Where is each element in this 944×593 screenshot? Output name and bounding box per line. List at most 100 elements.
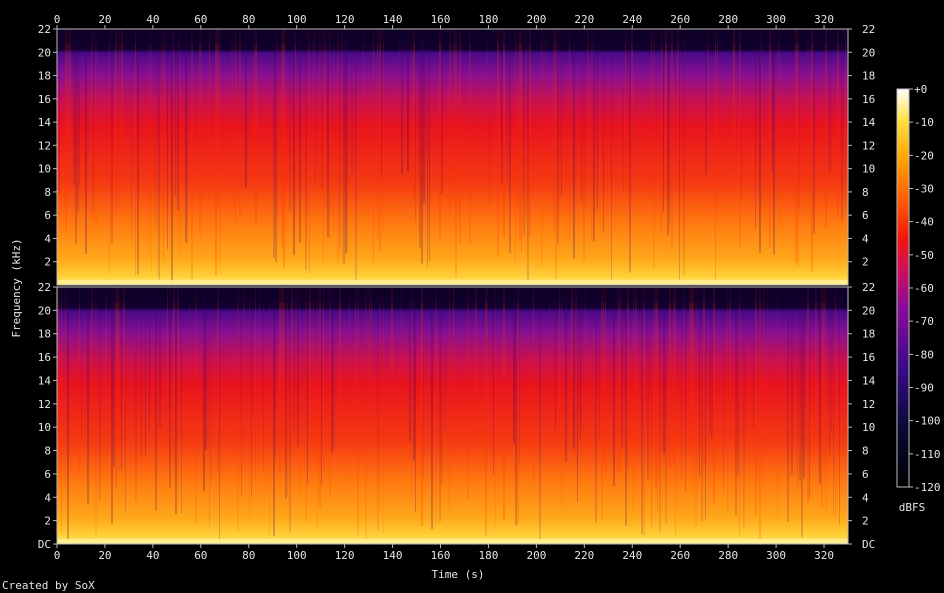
spectrogram-streak (619, 287, 621, 472)
spectrogram-streak (371, 287, 372, 432)
spectrogram-streak (735, 287, 737, 517)
spectrogram-streak (413, 287, 415, 461)
colorbar: +0 -10 -20 -30 -40 -50 -60 -70 -80 -90 -100 -110 -12… (896, 83, 941, 494)
spectrogram-streak (711, 287, 713, 439)
spectrogram-streak (435, 287, 437, 523)
colorbar-tick-label: -80 (914, 348, 934, 361)
spectrogram-streak (675, 287, 676, 536)
spectrogram-streak (421, 29, 423, 264)
spectrogram-streak (599, 287, 600, 439)
spectrogram-streak (503, 287, 505, 521)
x-tick-label: 20 (98, 13, 111, 26)
spectrogram-streak (565, 287, 567, 463)
spectrogram-streak (681, 287, 682, 481)
y-tick-label: 14 (38, 374, 52, 387)
spectrogram-streak (621, 287, 623, 450)
y-tick-label: 20 (38, 46, 51, 59)
spectrogram-streak (741, 29, 742, 198)
x-tick-label: 280 (718, 13, 738, 26)
spectrogram-streak (759, 287, 761, 540)
spectrogram-streak (313, 287, 314, 453)
spectrogram-streak (243, 287, 245, 466)
spectrogram-streak (651, 29, 652, 199)
spectrogram-streak (377, 287, 379, 531)
spectrogram-streak (191, 29, 193, 279)
low-frequency-band (57, 539, 848, 544)
colorbar-tick-label: -110 (914, 448, 941, 461)
spectrogram-streak (569, 29, 570, 242)
x-tick-label: 60 (194, 549, 207, 562)
spectrogram-streak (67, 29, 69, 198)
spectrogram-streak (683, 287, 685, 441)
spectrogram-streak (305, 29, 307, 271)
spectrogram-panels (56, 28, 849, 545)
spectrogram-streak (255, 29, 257, 226)
spectrogram-streak (369, 287, 370, 453)
x-tick-label: 140 (383, 13, 403, 26)
colorbar-tick-label: -70 (914, 315, 934, 328)
spectrogram-streak (75, 29, 77, 244)
spectrogram-streak (653, 287, 654, 454)
y-tick-label: 10 (38, 421, 51, 434)
y-tick-label: 14 (862, 116, 876, 129)
spectrogram-streak (275, 29, 277, 263)
spectrogram-streak (91, 29, 93, 219)
spectrogram-streak (663, 287, 665, 454)
spectrogram-streak (597, 29, 598, 210)
spectrogram-streak (513, 287, 515, 445)
spectrogram-streak (157, 29, 159, 277)
spectrogram-streak (309, 287, 311, 445)
spectrogram-streak (317, 287, 318, 532)
spectrogram-streak (85, 29, 87, 254)
spectrogram-streak (611, 29, 612, 285)
spectrogram-streak (797, 29, 799, 266)
spectrogram-streak (823, 287, 825, 463)
spectrogram-streak (441, 287, 442, 484)
spectrogram-fill (57, 287, 848, 544)
spectrogram-streak (179, 29, 180, 254)
spectrogram-streak (203, 287, 205, 492)
spectrogram-streak (175, 287, 177, 514)
y-tick-label: 20 (862, 304, 875, 317)
spectrogram-streak (647, 287, 649, 481)
spectrogram-streak (641, 287, 643, 535)
spectrogram-streak (455, 29, 457, 278)
y-tick-label: 2 (44, 256, 51, 269)
spectrogram-streak (321, 287, 322, 486)
spectrogram-streak (59, 29, 60, 195)
spectrogram-streak (669, 287, 671, 468)
spectrogram-streak (277, 29, 278, 217)
spectrogram-streak (717, 29, 718, 219)
spectrogram-streak (217, 29, 219, 173)
spectrogram-streak (743, 287, 745, 528)
spectrogram-streak (259, 287, 260, 434)
spectrogram-streak (329, 287, 331, 498)
spectrogram-streak (707, 29, 709, 186)
spectrogram-streak (679, 29, 680, 280)
spectrogram-streak (401, 287, 402, 469)
spectrogram-streak (269, 287, 270, 542)
spectrogram-streak (57, 287, 59, 431)
spectrogram-streak (131, 29, 132, 243)
spectrogram-streak (755, 29, 756, 230)
spectrogram-streak (281, 29, 283, 247)
spectrogram-streak (205, 287, 207, 451)
spectrogram-streak (555, 287, 556, 431)
spectrogram-streak (67, 287, 69, 540)
spectrogram-streak (517, 287, 519, 524)
spectrogram-streak (165, 29, 166, 174)
spectrogram-streak (573, 287, 575, 449)
spectrogram-streak (211, 287, 212, 486)
spectrogram-streak (99, 287, 101, 500)
spectrogram-streak (605, 287, 606, 475)
spectrogram-streak (115, 29, 117, 216)
spectrogram-streak (295, 287, 297, 430)
spectrogram-streak (587, 29, 589, 180)
spectrogram-streak (299, 287, 300, 493)
x-tick-label: 320 (814, 549, 834, 562)
x-tick-label: 180 (479, 549, 499, 562)
spectrogram-streak (407, 29, 409, 172)
spectrogram-streak (337, 29, 339, 264)
spectrogram-streak (501, 29, 503, 184)
spectrogram-streak (809, 287, 810, 498)
